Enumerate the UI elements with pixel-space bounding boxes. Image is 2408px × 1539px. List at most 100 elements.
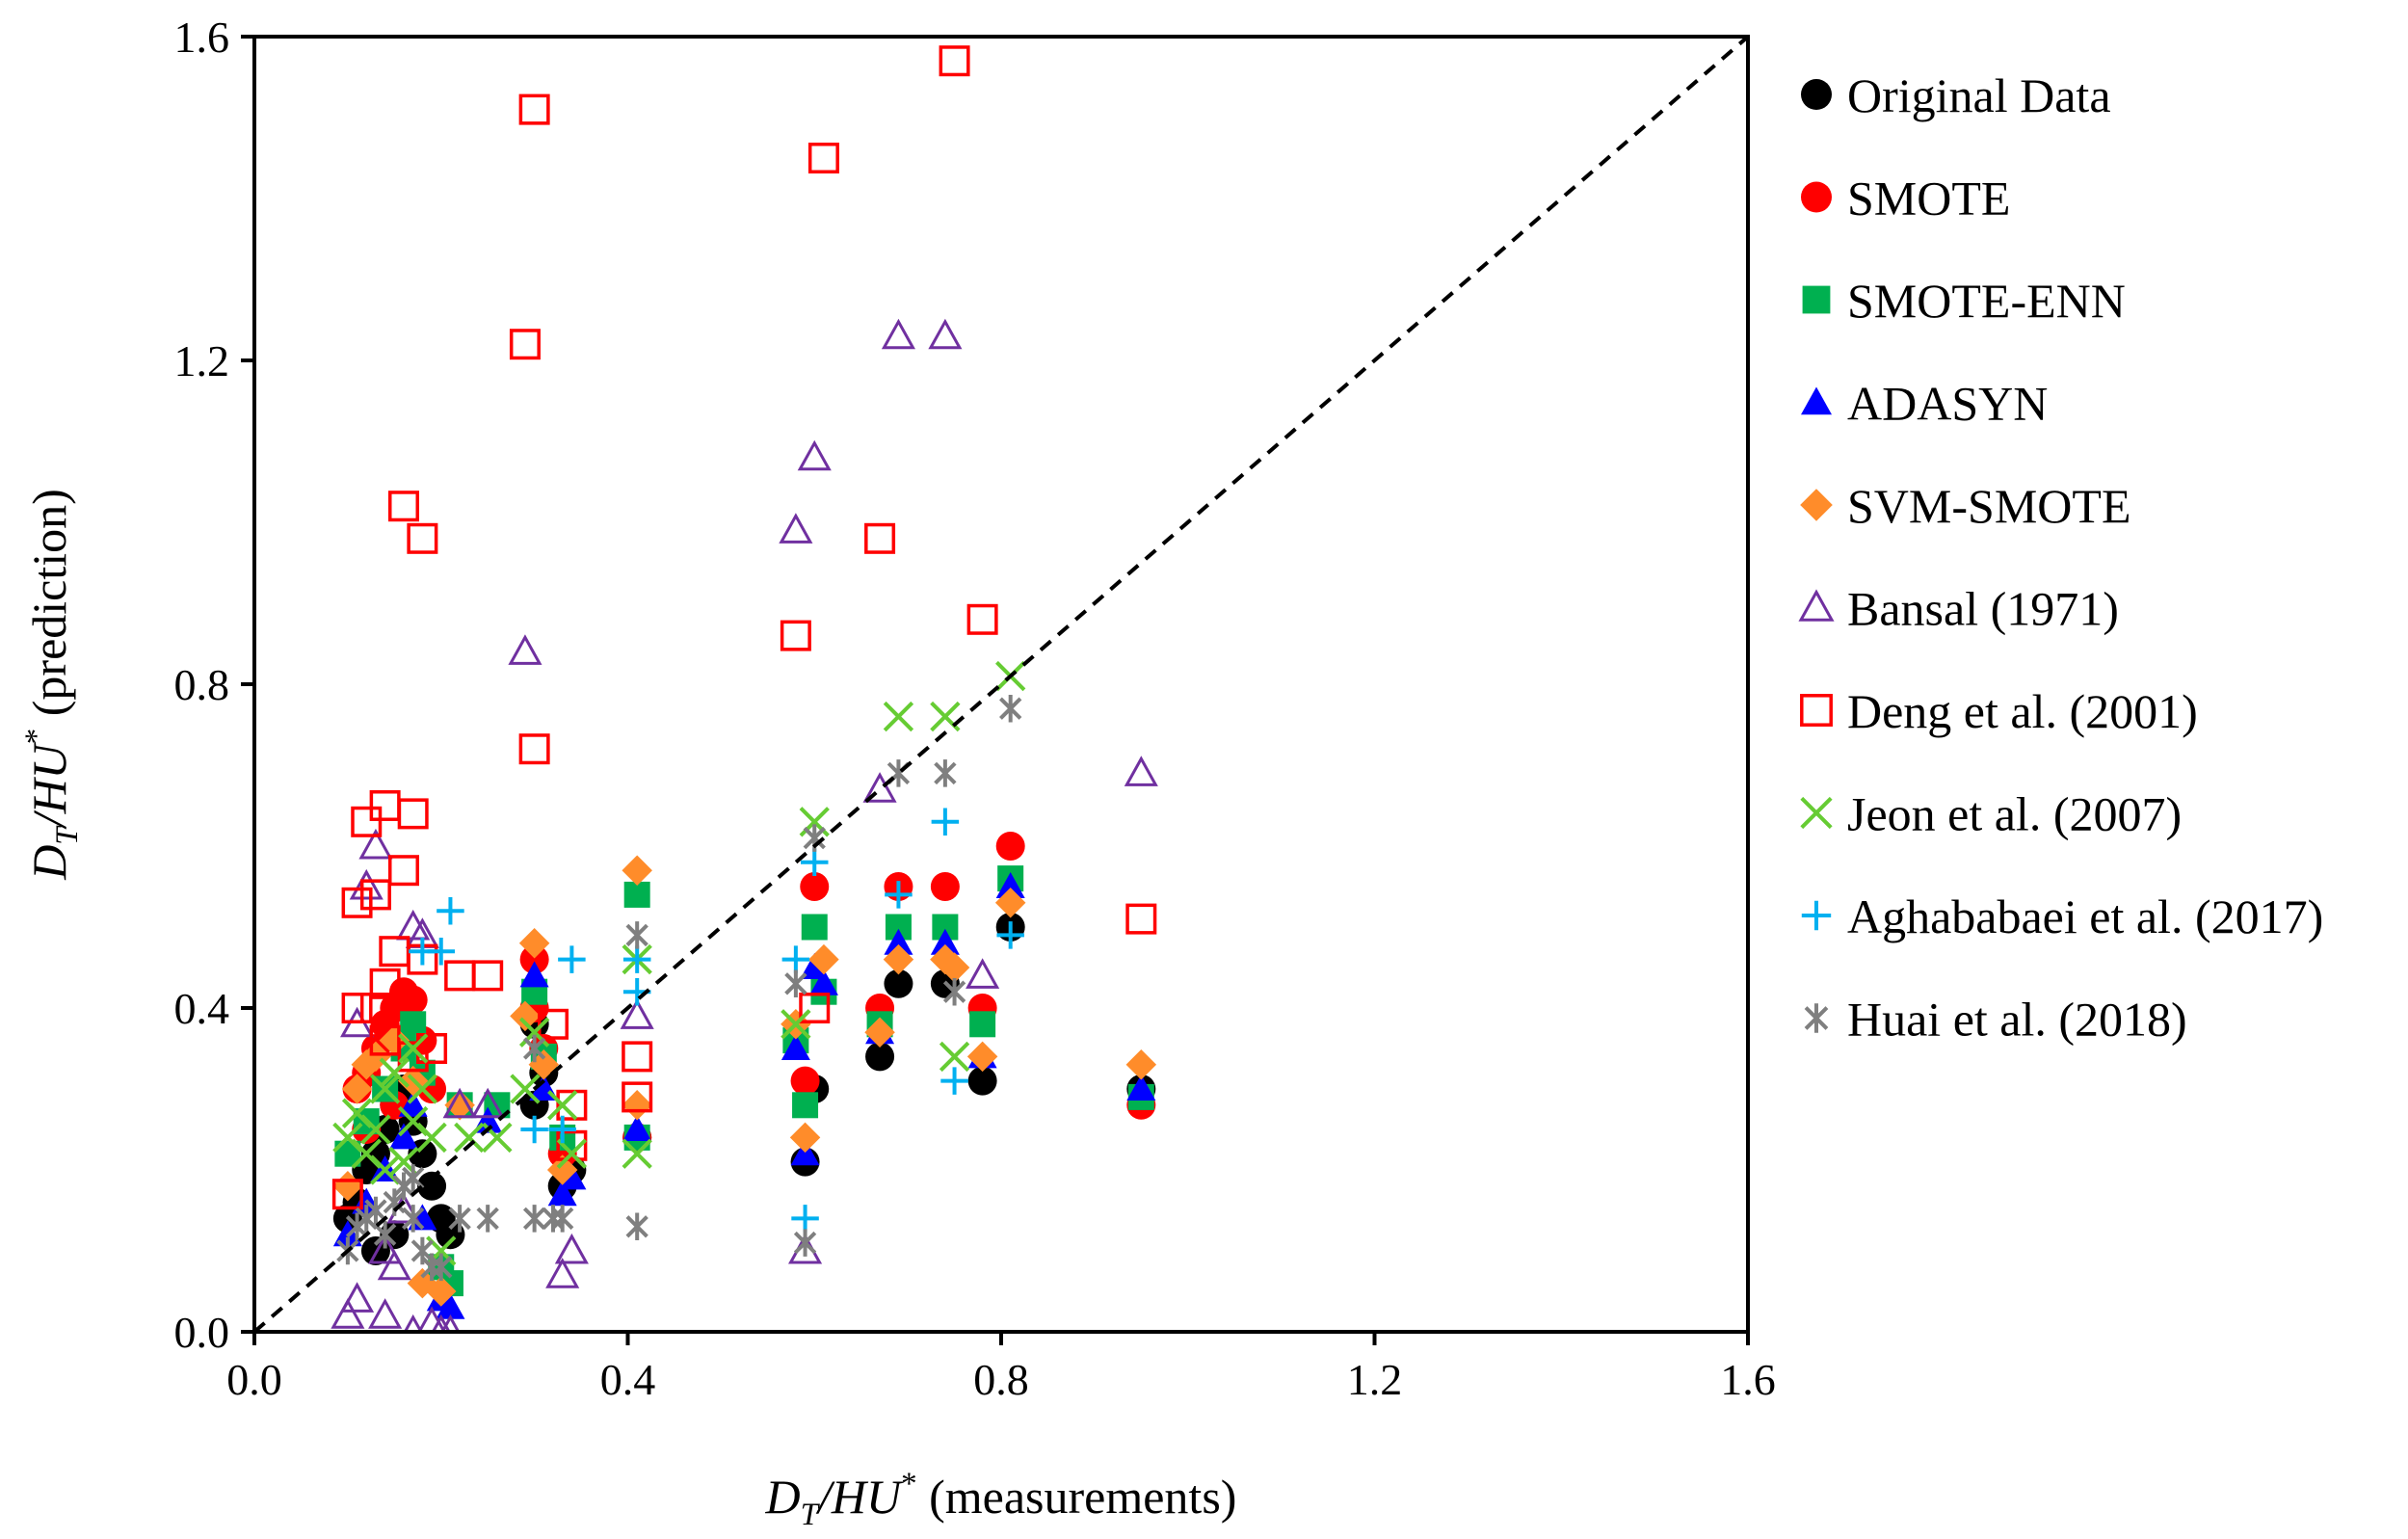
data-point <box>1125 903 1157 935</box>
data-point <box>800 953 830 979</box>
data-point <box>928 318 963 350</box>
data-point <box>792 1092 819 1119</box>
data-point <box>620 998 654 1029</box>
data-point <box>368 1233 403 1264</box>
data-point <box>622 855 652 886</box>
data-point <box>883 701 914 732</box>
x-tick-label: 1.2 <box>1347 1355 1403 1404</box>
x-tick-label: 0.0 <box>226 1355 282 1404</box>
data-point <box>332 1171 363 1202</box>
data-point <box>358 828 393 860</box>
data-point <box>930 872 960 901</box>
legend-label: Deng et al. (2001) <box>1847 684 2198 738</box>
series-0 <box>332 913 1156 1265</box>
legend-marker <box>1801 181 1832 213</box>
data-point <box>966 958 1000 989</box>
data-point <box>551 1205 574 1233</box>
data-point <box>389 1123 418 1150</box>
data-point <box>510 1000 541 1032</box>
data-point <box>379 1057 410 1088</box>
legend-label: Original Data <box>1847 68 2111 122</box>
data-point <box>864 1017 895 1048</box>
data-point <box>518 93 550 125</box>
y-tick-label: 1.6 <box>174 13 230 62</box>
legend-label: Aghababaei et al. (2017) <box>1847 889 2323 943</box>
data-point <box>996 921 1024 949</box>
data-point <box>797 439 832 471</box>
legend-label: Jeon et al. (2007) <box>1847 787 2182 841</box>
legend-item: Bansal (1971) <box>1798 582 2119 636</box>
series-4 <box>332 855 1157 1307</box>
data-point <box>930 928 960 955</box>
data-point <box>940 1067 968 1095</box>
data-point <box>398 985 428 1015</box>
data-point <box>881 318 915 350</box>
reference-line-1to1 <box>252 35 1750 1334</box>
data-point <box>994 888 1026 918</box>
data-point <box>865 1042 895 1072</box>
data-point <box>883 943 914 975</box>
data-point <box>397 1041 429 1073</box>
data-point <box>351 806 383 837</box>
data-point <box>397 798 429 830</box>
data-point <box>519 944 549 974</box>
data-point <box>556 1129 588 1161</box>
legend-item: SVM-SMOTE <box>1800 479 2130 533</box>
legend-item: Original Data <box>1801 68 2111 122</box>
data-point <box>388 855 419 887</box>
data-point <box>510 1074 541 1104</box>
data-point <box>800 872 830 901</box>
data-point <box>518 928 550 959</box>
data-point <box>969 1011 996 1038</box>
data-point <box>934 759 957 787</box>
data-point <box>808 969 838 995</box>
data-point <box>546 1154 578 1185</box>
data-point <box>476 1205 499 1233</box>
legend-item: SMOTE <box>1801 172 2010 226</box>
data-point <box>808 943 839 975</box>
data-point <box>522 1205 546 1233</box>
data-point <box>430 1253 453 1282</box>
data-point <box>407 522 438 554</box>
legend-marker <box>1798 589 1835 622</box>
data-point <box>779 513 813 544</box>
data-point <box>400 1011 427 1038</box>
series-9 <box>336 694 1022 1282</box>
data-point <box>781 1034 810 1060</box>
data-point <box>547 1090 578 1121</box>
data-point <box>939 1041 970 1073</box>
data-point <box>470 1087 505 1119</box>
data-point <box>622 1081 653 1113</box>
data-point <box>622 1115 652 1141</box>
x-tick-label: 0.4 <box>600 1355 656 1404</box>
data-point <box>436 1292 465 1319</box>
legend-marker <box>1800 796 1833 830</box>
x-axis: 0.0 0.4 0.8 1.2 1.6 <box>226 1332 1776 1404</box>
data-point <box>1124 756 1158 786</box>
data-point <box>556 1089 588 1121</box>
y-axis: 0.0 0.4 0.8 1.2 1.6 <box>174 13 254 1357</box>
data-point <box>884 928 913 955</box>
data-point <box>538 1008 569 1040</box>
data-point <box>408 1204 437 1231</box>
data-point <box>416 1122 447 1154</box>
data-point <box>509 329 541 360</box>
data-point <box>402 1205 425 1233</box>
data-point <box>417 1171 447 1201</box>
data-point <box>547 1180 577 1207</box>
data-point <box>368 1298 403 1329</box>
x-axis-title: DT/HU* (measurements) <box>765 1467 1237 1532</box>
data-point <box>999 694 1022 723</box>
data-point <box>625 1212 648 1241</box>
data-point <box>454 1122 485 1154</box>
data-point <box>359 993 391 1023</box>
data-point <box>885 881 913 909</box>
legend-item: Jeon et al. (2007) <box>1800 787 2182 841</box>
data-point <box>518 733 550 765</box>
legend-marker <box>1804 1003 1829 1033</box>
data-point <box>442 1087 477 1119</box>
x-tick-label: 0.8 <box>973 1355 1029 1404</box>
legend: Original Data SMOTE SMOTE-ENN ADASYN SVM-SMO… <box>1798 68 2323 1047</box>
data-point <box>373 1220 397 1249</box>
